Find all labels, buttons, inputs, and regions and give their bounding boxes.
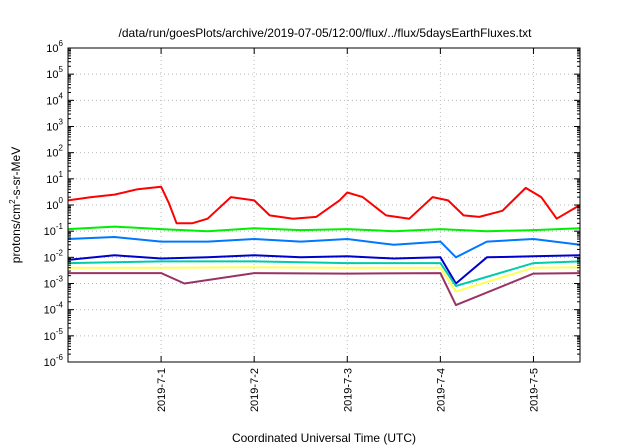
y-axis-ticks: 10-6 10-5 10-4 10-3 10-2 10-1 100 101 102 103 104 1… bbox=[44, 39, 580, 369]
y-tick-label: 10-3 bbox=[44, 275, 64, 291]
series-line-5 bbox=[67, 260, 581, 287]
x-axis-ticks: 2019-7-1 2019-7-2 2019-7-3 2019-7-4 2019-7-5 bbox=[156, 48, 540, 412]
y-tick-label: 103 bbox=[46, 118, 63, 134]
y-axis-label-post: -s-sr-MeV bbox=[9, 147, 23, 200]
x-tick-label: 2019-7-4 bbox=[435, 368, 447, 412]
series-line-7 bbox=[68, 272, 581, 307]
x-tick-label: 2019-7-1 bbox=[156, 368, 168, 412]
x-tick-label: 2019-7-5 bbox=[528, 368, 540, 412]
y-tick-label: 10-1 bbox=[44, 222, 64, 238]
y-tick-label: 100 bbox=[46, 196, 63, 212]
x-axis-label: Coordinated Universal Time (UTC) bbox=[232, 431, 416, 445]
y-axis-label-sup: 2 bbox=[8, 199, 17, 204]
y-tick-label: 105 bbox=[46, 65, 63, 81]
series-line-1 bbox=[67, 185, 581, 225]
series-line-6 bbox=[68, 266, 581, 293]
y-tick-label: 10-4 bbox=[44, 301, 64, 317]
series-line-3 bbox=[67, 236, 581, 259]
y-tick-label: 10-6 bbox=[44, 353, 64, 369]
y-tick-label: 104 bbox=[46, 91, 63, 107]
grid bbox=[68, 48, 580, 362]
series-line-2 bbox=[67, 225, 581, 233]
y-tick-label: 102 bbox=[46, 144, 63, 160]
y-tick-label: 106 bbox=[46, 39, 63, 55]
x-tick-label: 2019-7-3 bbox=[342, 368, 354, 412]
y-tick-label: 101 bbox=[46, 170, 63, 186]
series-line-4 bbox=[67, 254, 581, 285]
chart-title: /data/run/goesPlots/archive/2019-07-05/1… bbox=[119, 26, 533, 40]
y-tick-label: 10-5 bbox=[44, 327, 64, 343]
y-axis-label-pre: protons/cm bbox=[9, 204, 23, 263]
x-tick-label: 2019-7-2 bbox=[249, 368, 261, 412]
y-axis-label: protons/cm2-s-sr-MeV bbox=[8, 147, 23, 263]
y-tick-label: 10-2 bbox=[44, 248, 64, 264]
series-group bbox=[67, 185, 581, 307]
